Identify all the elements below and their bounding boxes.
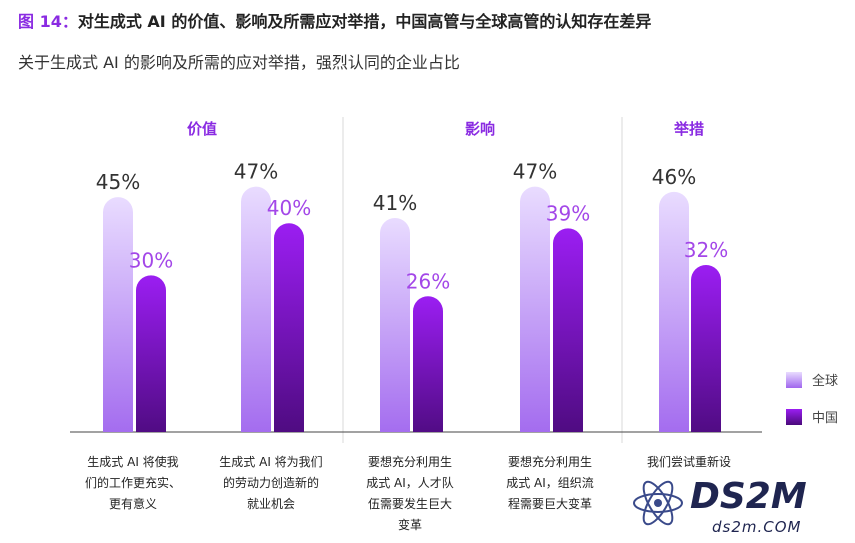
chart-subtitle: 关于生成式 AI 的影响及所需的应对举措，强烈认同的企业占比 (18, 53, 460, 72)
chart-title: 图 14：对生成式 AI 的价值、影响及所需应对举措，中国高管与全球高管的认知存… (18, 8, 651, 32)
value-label-global: 47% (513, 160, 557, 184)
category-label: 更有意义 (109, 496, 157, 511)
value-label-global: 41% (373, 191, 417, 215)
value-label-china: 26% (406, 269, 450, 293)
title-text: 对生成式 AI 的价值、影响及所需应对举措，中国高管与全球高管的认知存在差异 (77, 12, 652, 31)
value-label-china: 30% (129, 248, 173, 272)
category-label: 变革 (398, 517, 422, 532)
bar-china (553, 228, 583, 432)
category-label: 我们尝试重新设 (647, 454, 731, 469)
bar-china (136, 275, 166, 432)
category-label: 生成式 AI 将使我 (87, 454, 178, 469)
category-label: 生成式 AI 将为我们 (219, 454, 322, 469)
watermark-main: DS2M (690, 476, 807, 517)
bar-global (103, 197, 133, 432)
group-label: 价值 (187, 120, 217, 138)
value-label-china: 40% (267, 196, 311, 220)
value-label-global: 45% (96, 170, 140, 194)
legend-label-china: 中国 (812, 411, 838, 426)
legend-swatch-china (786, 409, 802, 425)
category-label: 们的工作更充实、 (85, 475, 181, 490)
value-label-global: 46% (652, 165, 696, 189)
legend-label-global: 全球 (812, 373, 838, 389)
bar-china (691, 264, 721, 432)
watermark: DS2M ds2m.COM (633, 476, 807, 536)
figure-label: 图 14： (18, 12, 78, 31)
category-label: 就业机会 (247, 497, 295, 511)
atom-logo-icon (633, 480, 683, 526)
group-label: 举措 (673, 120, 704, 138)
value-label-china: 32% (684, 238, 728, 262)
group-label: 影响 (465, 120, 495, 138)
value-label-global: 47% (234, 160, 278, 184)
category-label: 要想充分利用生 (508, 454, 592, 469)
legend-swatch-global (786, 372, 802, 388)
category-label: 程需要巨大变革 (508, 496, 592, 511)
category-label: 成式 AI，人才队 (366, 475, 454, 490)
bar-global (241, 186, 271, 432)
bar-china (413, 296, 443, 432)
bar-china (274, 223, 304, 432)
watermark-url: ds2m.COM (712, 518, 801, 536)
value-label-china: 39% (546, 201, 590, 225)
category-label: 伍需要发生巨大 (368, 496, 452, 511)
category-label: 成式 AI，组织流 (506, 476, 594, 490)
category-label: 的劳动力创造新的 (223, 475, 319, 490)
bar-global (380, 217, 410, 432)
bar-global (520, 186, 550, 432)
bar-global (659, 191, 689, 432)
category-label: 要想充分利用生 (368, 454, 452, 469)
